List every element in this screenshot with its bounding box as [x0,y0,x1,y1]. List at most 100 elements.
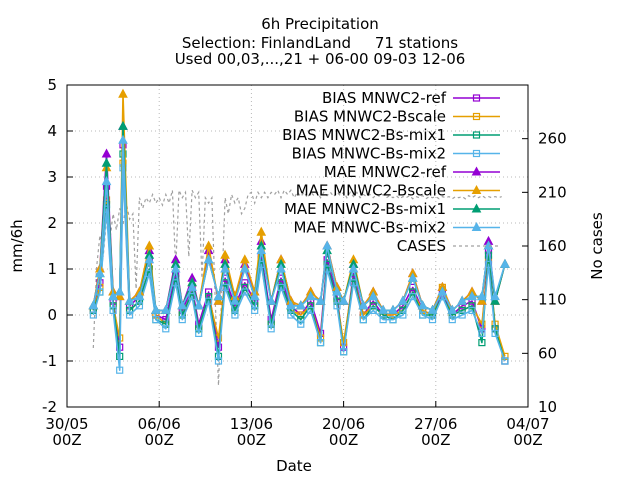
data-point [369,306,377,314]
data-point [359,316,367,324]
data-point [287,311,295,319]
legend-item: BIAS MNWC-Bs-mix2 [292,145,500,163]
data-point [409,293,417,301]
data-point [500,258,510,268]
x-tick-label: 13/06 [230,415,273,433]
series-line-cases [92,189,502,386]
x-tick-label: 06/06 [138,415,181,433]
data-point [490,291,500,301]
data-point [241,288,249,296]
data-point [307,302,315,310]
x-tick-label: 00Z [237,431,266,449]
y2-tick-label: 260 [538,130,567,148]
chart-title: 6h Precipitation Selection: FinlandLand … [175,15,466,68]
legend-marker [472,112,481,121]
data-point [204,297,213,305]
data-point [220,263,230,273]
data-point [295,300,306,310]
data-point [467,291,477,301]
data-point [483,240,494,250]
legend-label: BIAS MNWC2-ref [322,89,447,107]
data-point [95,268,105,278]
data-point [101,148,112,158]
y-tick-label: -2 [42,398,57,416]
data-point [214,357,223,365]
x-axis-label: Date [276,457,312,475]
data-point [88,300,99,310]
y-tick-label: -1 [42,352,57,370]
y-tick-label: 1 [47,260,57,278]
y-axis-label: mm/6h [8,219,26,272]
data-point [315,295,326,305]
y2-axis-label: No cases [588,212,606,280]
y2-tick-label: 60 [538,344,557,362]
data-point [457,295,467,305]
data-point [378,304,388,314]
data-point [398,295,408,305]
data-point [178,316,186,324]
legend-label: BIAS MNWC-Bs-mix2 [292,145,446,163]
data-point [501,357,509,365]
x-tick-label: 00Z [513,431,542,449]
data-point [447,304,458,314]
data-point [203,240,214,250]
data-point [213,295,224,305]
data-point [108,291,118,301]
data-point [477,295,487,305]
data-point [125,311,134,319]
legend-marker [471,221,482,231]
x-tick-label: 30/05 [45,415,88,433]
data-point [101,157,112,167]
data-point [162,325,170,333]
data-point [251,306,259,314]
data-point [417,300,428,310]
data-point [468,306,476,314]
legend-label: BIAS MNWC2-Bscale [294,108,446,126]
data-point [231,311,239,319]
data-point [109,306,117,314]
data-point [277,283,285,291]
data-point [340,339,348,347]
data-point [297,320,305,328]
y2-tick-label: 210 [538,183,567,201]
data-point [170,263,181,273]
chart-title-line-1: 6h Precipitation [261,15,379,33]
y2-tick-label: 110 [538,291,567,309]
chart-title-line-3: Used 00,03,...,21 + 06-00 09-03 12-06 [175,50,466,68]
data-point [239,263,250,273]
data-point [458,306,466,314]
data-point [160,304,171,314]
legend-item: MAE MNWC2-ref [324,163,500,181]
data-point [428,316,437,324]
data-point [144,240,155,250]
data-point [187,281,197,291]
data-point [152,316,160,324]
data-point [118,134,128,144]
legend-item: BIAS MNWC2-Bs-mix1 [282,126,500,144]
data-point [134,291,145,301]
data-point [305,291,316,301]
data-point [307,306,315,314]
data-point [144,254,155,264]
legend-label: MAE MNWC2-Bscale [296,182,446,200]
data-point [368,291,379,301]
data-point [448,316,456,324]
legend-item: CASES [397,237,500,255]
legend-item: BIAS MNWC2-ref [322,89,500,107]
y-tick-label: 3 [47,168,57,186]
data-point [221,283,229,291]
y-tick-label: 0 [47,306,57,324]
legend-item: BIAS MNWC2-Bscale [294,108,500,126]
x-tick-label: 20/06 [322,415,365,433]
data-point [332,286,342,296]
legend-label: MAE MNWC2-ref [324,163,447,181]
data-point [204,288,213,296]
data-point [316,339,325,347]
data-point [249,291,260,301]
x-tick-label: 00Z [145,431,174,449]
data-point [478,329,486,337]
data-point [203,254,214,264]
